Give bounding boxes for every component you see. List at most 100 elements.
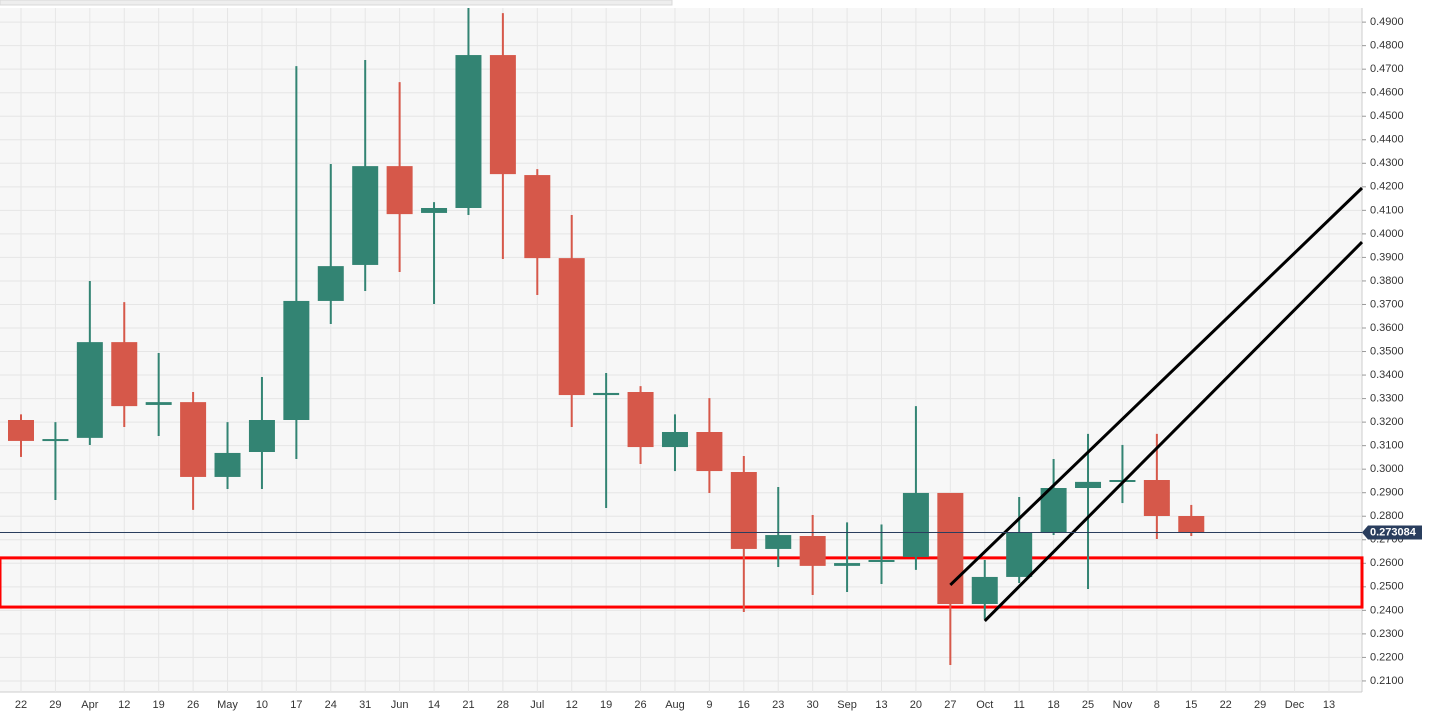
x-tick-label: 23 [772,699,784,711]
last-price-tag [1362,525,1422,540]
x-tick-label: 20 [910,699,922,711]
x-tick-label: 12 [118,699,130,711]
trendline [949,186,1364,587]
y-tick-label: 0.4000 [1370,228,1404,240]
x-tick-label: Jun [391,699,409,711]
candle-body [317,266,344,301]
y-tick-label: 0.4500 [1370,110,1404,122]
x-tick-label: 22 [15,699,27,711]
candle-body [489,55,516,175]
x-tick-label: 27 [944,699,956,711]
candle-body [1178,516,1205,532]
y-tick-label: 0.3300 [1370,392,1404,404]
candle-body [111,342,138,407]
x-tick-label: 9 [706,699,712,711]
x-tick-label: Sep [837,699,857,711]
x-tick-label: Oct [976,699,993,711]
x-tick-label: 25 [1082,699,1094,711]
y-tick-label: 0.4100 [1370,204,1404,216]
candle-body [868,560,895,562]
x-tick-label: Aug [665,699,685,711]
candle-body [1006,532,1033,577]
candle-body [730,472,757,549]
x-tick-label: Apr [81,699,98,711]
y-tick-label: 0.3900 [1370,251,1404,263]
y-tick-label: 0.2300 [1370,628,1404,640]
candle-body [765,535,792,549]
x-tick-label: 14 [428,699,440,711]
y-tick-label: 0.4600 [1370,87,1404,99]
candle-body [902,492,929,557]
x-tick-label: 13 [1323,699,1335,711]
x-tick-label: Jul [530,699,544,711]
x-tick-label: 17 [290,699,302,711]
x-tick-label: 26 [187,699,199,711]
candle-body [524,175,551,259]
y-tick-label: 0.3500 [1370,345,1404,357]
y-tick-label: 0.2400 [1370,604,1404,616]
candle-body [696,432,723,472]
y-tick-label: 0.3800 [1370,275,1404,287]
x-tick-label: 31 [359,699,371,711]
candle-body [558,258,585,396]
y-tick-label: 0.2100 [1370,675,1404,687]
candle-body [627,392,654,448]
x-tick-label: 29 [49,699,61,711]
candle-body [799,536,826,566]
y-tick-label: 0.4900 [1370,16,1404,28]
x-tick-label: 10 [256,699,268,711]
x-tick-label: Dec [1285,699,1305,711]
candle-body [834,563,861,566]
candle-body [214,452,241,477]
candle-body [937,492,964,604]
y-tick-label: 0.2900 [1370,487,1404,499]
candle-body [76,342,103,438]
x-tick-label: 13 [875,699,887,711]
x-tick-label: 28 [497,699,509,711]
candle-body [661,432,688,448]
y-tick-label: 0.3400 [1370,369,1404,381]
candle-body [1143,480,1170,516]
support-zone [0,556,1364,609]
y-tick-label: 0.2800 [1370,510,1404,522]
x-tick-label: Nov [1113,699,1133,711]
candle-body [352,166,379,265]
x-tick-label: 16 [738,699,750,711]
candle-body [1075,481,1102,488]
trendline [983,241,1364,622]
x-tick-label: 19 [153,699,165,711]
y-tick-label: 0.3100 [1370,440,1404,452]
candle-body [248,420,275,452]
y-tick-label: 0.3600 [1370,322,1404,334]
x-tick-label: 21 [462,699,474,711]
y-tick-label: 0.4400 [1370,134,1404,146]
x-tick-label: 8 [1154,699,1160,711]
y-tick-label: 0.4200 [1370,181,1404,193]
x-tick-label: 29 [1254,699,1266,711]
x-tick-label: 18 [1047,699,1059,711]
candle-body [971,576,998,604]
plot-area [0,8,1362,692]
candle-body [180,402,207,477]
x-tick-label: 12 [566,699,578,711]
candle-body [145,402,172,405]
y-tick-label: 0.4700 [1370,63,1404,75]
y-tick-label: 0.4800 [1370,40,1404,52]
x-tick-label: 26 [634,699,646,711]
candle-body [386,166,413,215]
y-tick-label: 0.3700 [1370,298,1404,310]
y-tick-label: 0.3200 [1370,416,1404,428]
x-tick-label: 30 [807,699,819,711]
candle-body [593,392,620,396]
candle-body [455,55,482,208]
y-tick-label: 0.3000 [1370,463,1404,475]
y-tick-label: 0.4300 [1370,157,1404,169]
y-tick-label: 0.2600 [1370,557,1404,569]
y-tick-label: 0.2200 [1370,651,1404,663]
x-tick-label: 24 [325,699,337,711]
x-tick-label: 11 [1013,699,1024,711]
candle-body [8,420,34,441]
x-tick-label: May [217,699,238,711]
